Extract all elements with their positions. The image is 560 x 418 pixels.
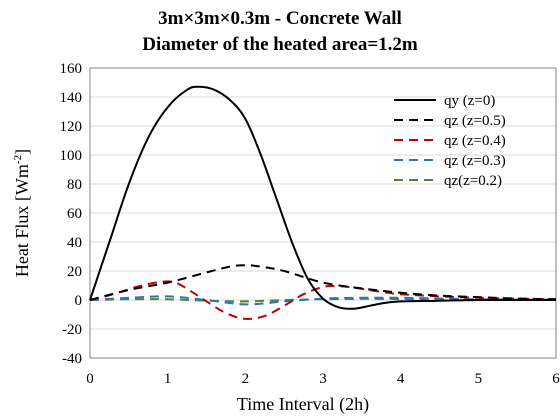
legend-label: qz (z=0.4) (444, 133, 506, 149)
x-tick-labels: 0 1 2 3 4 5 6 (86, 371, 560, 387)
series-line (89, 264, 557, 301)
series-line (89, 280, 557, 320)
y-tick-label: 100 (60, 148, 83, 164)
chart-title-line1: 3m×3m×0.3m - Concrete Wall (158, 8, 402, 29)
y-tick-label: 0 (75, 293, 83, 309)
legend-label: qz (z=0.3) (444, 153, 506, 169)
y-axis-title-end: ] (12, 149, 32, 155)
x-tick-label: 5 (475, 371, 483, 387)
y-axis-title-superscript: -2 (12, 155, 24, 164)
y-tick-label: 140 (60, 90, 83, 106)
x-tick-label: 6 (552, 371, 560, 387)
legend: qy (z=0) qz (z=0.5) qz (z=0.4) qz (z=0.3) qz… (394, 93, 506, 189)
y-tick-label: 40 (67, 235, 82, 251)
legend-label: qz (z=0.5) (444, 113, 506, 129)
legend-label: qz(z=0.2) (444, 173, 502, 189)
x-tick-label: 1 (164, 371, 172, 387)
y-tick-label: 20 (67, 264, 82, 280)
y-tick-labels: -40 -20 0 20 40 60 80 100 120 140 160 (60, 61, 83, 367)
legend-label: qy (z=0) (444, 93, 495, 109)
y-tick-label: -20 (62, 322, 82, 338)
y-axis-title: Heat Flux [Wm-2] (12, 149, 32, 277)
x-tick-label: 2 (242, 371, 250, 387)
x-tick-label: 3 (319, 371, 327, 387)
grid-lines (90, 67, 556, 359)
data-series (89, 85, 557, 320)
y-axis-title-main: Heat Flux [Wm (12, 164, 32, 277)
x-tick-label: 4 (397, 371, 405, 387)
chart-title-line2: Diameter of the heated area=1.2m (142, 34, 418, 55)
plot-area-frame (89, 67, 557, 359)
y-tick-label: -40 (62, 351, 82, 367)
x-tick-label: 0 (86, 371, 94, 387)
y-tick-label: 80 (67, 177, 82, 193)
y-tick-label: 60 (67, 206, 82, 222)
x-axis-title: Time Interval (2h) (237, 394, 369, 415)
y-tick-label: 160 (60, 61, 83, 77)
y-tick-label: 120 (60, 119, 83, 135)
series-line (89, 85, 556, 310)
